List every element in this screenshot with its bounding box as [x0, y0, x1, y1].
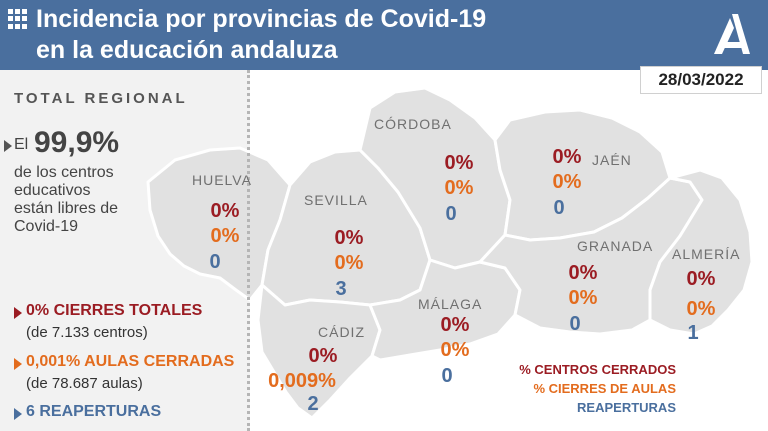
- regional-desc-3: están libres de: [14, 200, 119, 217]
- cadiz-aulas: 0,009%: [268, 370, 336, 392]
- huelva-centros: 0%: [210, 200, 240, 222]
- regional-desc-1: de los centros: [14, 164, 114, 181]
- province-name-cadiz: CÁDIZ: [318, 324, 365, 340]
- regional-desc-4: Covid-19: [14, 218, 79, 235]
- stat-aulas-cerradas: 0,001% AULAS CERRADAS: [26, 353, 235, 370]
- page-title-line1: Incidencia por provincias de Covid-19: [36, 5, 487, 33]
- sevilla-centros: 0%: [334, 227, 364, 249]
- regional-el: El: [14, 136, 29, 153]
- stat-reaperturas: 6 REAPERTURAS: [26, 403, 162, 420]
- triangle-red-icon: [14, 307, 22, 319]
- malaga-reaperturas: 0: [441, 365, 453, 387]
- legend-centros: % CENTROS CERRADOS: [519, 362, 676, 377]
- cordoba-aulas: 0%: [444, 177, 474, 199]
- grid-icon: [8, 9, 28, 29]
- province-name-cordoba: CÓRDOBA: [374, 116, 452, 132]
- cadiz-reaperturas: 2: [307, 393, 319, 415]
- granada-aulas: 0%: [568, 287, 598, 309]
- legend-reaperturas: REAPERTURAS: [577, 400, 676, 415]
- jaen-reaperturas: 0: [553, 197, 565, 219]
- legend-aulas: % CIERRES DE AULAS: [533, 381, 676, 396]
- granada-reaperturas: 0: [569, 313, 581, 335]
- date-label: 28/03/2022: [640, 66, 762, 94]
- sevilla-reaperturas: 3: [335, 278, 347, 300]
- stat-cierres-totales: 0% CIERRES TOTALES: [26, 302, 203, 319]
- province-name-jaen: JAÉN: [592, 152, 632, 168]
- huelva-reaperturas: 0: [209, 251, 221, 273]
- province-almeria: [648, 168, 754, 336]
- triangle-orange-icon: [14, 358, 22, 370]
- jaen-centros: 0%: [552, 146, 582, 168]
- granada-centros: 0%: [568, 262, 598, 284]
- header-bar: Incidencia por provincias de Covid-19 en…: [0, 0, 768, 70]
- almeria-centros: 0%: [686, 268, 716, 290]
- malaga-aulas: 0%: [440, 339, 470, 361]
- province-name-huelva: HUELVA: [192, 172, 252, 188]
- triangle-blue-icon: [14, 408, 22, 420]
- cordoba-reaperturas: 0: [445, 203, 457, 225]
- sevilla-aulas: 0%: [334, 252, 364, 274]
- regional-desc-2: educativos: [14, 182, 91, 199]
- almeria-reaperturas: 1: [687, 322, 699, 344]
- page-title-line2: en la educación andaluza: [36, 36, 338, 64]
- province-name-granada: GRANADA: [577, 238, 654, 254]
- stat-cierres-sub: (de 7.133 centros): [26, 324, 148, 341]
- province-name-almeria: ALMERÍA: [672, 246, 741, 262]
- panel-divider: [247, 70, 251, 431]
- regional-percent: 99,9%: [34, 126, 120, 159]
- jaen-aulas: 0%: [552, 171, 582, 193]
- junta-andalucia-logo-icon: [714, 14, 750, 54]
- province-name-sevilla: SEVILLA: [304, 192, 368, 208]
- huelva-aulas: 0%: [210, 225, 240, 247]
- province-huelva: [146, 146, 292, 302]
- province-cadiz: [256, 283, 382, 420]
- cadiz-centros: 0%: [308, 345, 338, 367]
- bullet-triangle-icon: [4, 140, 12, 152]
- malaga-centros: 0%: [440, 314, 470, 336]
- stat-aulas-sub: (de 78.687 aulas): [26, 375, 143, 392]
- cordoba-centros: 0%: [444, 152, 474, 174]
- regional-title: TOTAL REGIONAL: [14, 90, 188, 107]
- province-name-malaga: MÁLAGA: [418, 296, 483, 312]
- almeria-aulas: 0%: [686, 298, 716, 320]
